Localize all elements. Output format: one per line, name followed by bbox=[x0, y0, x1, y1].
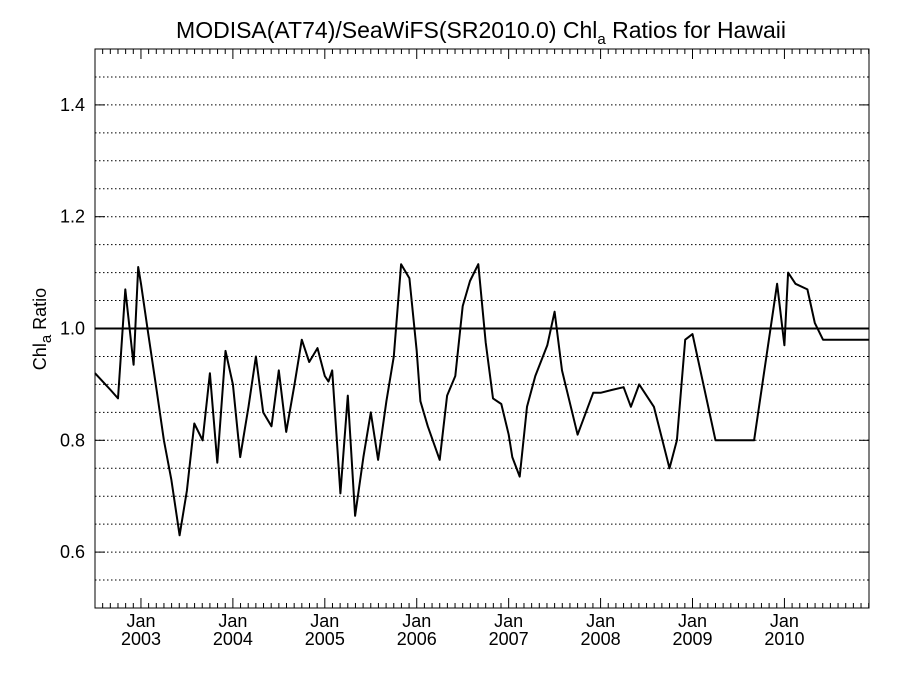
x-tick-label-month: Jan bbox=[126, 611, 155, 631]
x-tick-label-year: 2003 bbox=[121, 629, 161, 649]
title-main: MODISA(AT74)/SeaWiFS(SR2010.0) Chl bbox=[176, 17, 597, 43]
x-tick-label-year: 2009 bbox=[672, 629, 712, 649]
x-tick-label-month: Jan bbox=[770, 611, 799, 631]
series-line bbox=[94, 263, 869, 537]
ylabel-rest: Ratio bbox=[30, 288, 50, 335]
x-tick-label-month: Jan bbox=[218, 611, 247, 631]
x-tick-label-year: 2006 bbox=[397, 629, 437, 649]
x-tick-label-year: 2007 bbox=[489, 629, 529, 649]
x-tick-label-year: 2010 bbox=[764, 629, 804, 649]
x-tick-label-year: 2005 bbox=[305, 629, 345, 649]
y-axis-label: Chla Ratio bbox=[30, 288, 55, 370]
x-tick-label-month: Jan bbox=[586, 611, 615, 631]
y-tick-label: 0.8 bbox=[60, 430, 85, 450]
x-tick-label-year: 2004 bbox=[213, 629, 253, 649]
x-axis-ticks: Jan2003Jan2004Jan2005Jan2006Jan2007Jan20… bbox=[94, 49, 870, 649]
x-tick-label-month: Jan bbox=[494, 611, 523, 631]
x-tick-label-month: Jan bbox=[678, 611, 707, 631]
series-group bbox=[94, 263, 869, 537]
x-tick-label-month: Jan bbox=[310, 611, 339, 631]
y-tick-label: 1.0 bbox=[60, 319, 85, 339]
chart-title: MODISA(AT74)/SeaWiFS(SR2010.0) Chla Rati… bbox=[176, 17, 786, 48]
y-tick-label: 0.6 bbox=[60, 542, 85, 562]
y-tick-label: 1.2 bbox=[60, 207, 85, 227]
ylabel-main: Chl bbox=[30, 343, 50, 370]
title-subscript: a bbox=[597, 31, 606, 48]
x-tick-label-month: Jan bbox=[402, 611, 431, 631]
ylabel-subscript: a bbox=[38, 334, 55, 343]
y-axis-ticks: 0.6 0.8 1.0 1.2 1.4 bbox=[60, 95, 869, 562]
y-tick-label: 1.4 bbox=[60, 95, 85, 115]
x-tick-label-year: 2008 bbox=[581, 629, 621, 649]
title-rest: Ratios for Hawaii bbox=[606, 17, 786, 43]
